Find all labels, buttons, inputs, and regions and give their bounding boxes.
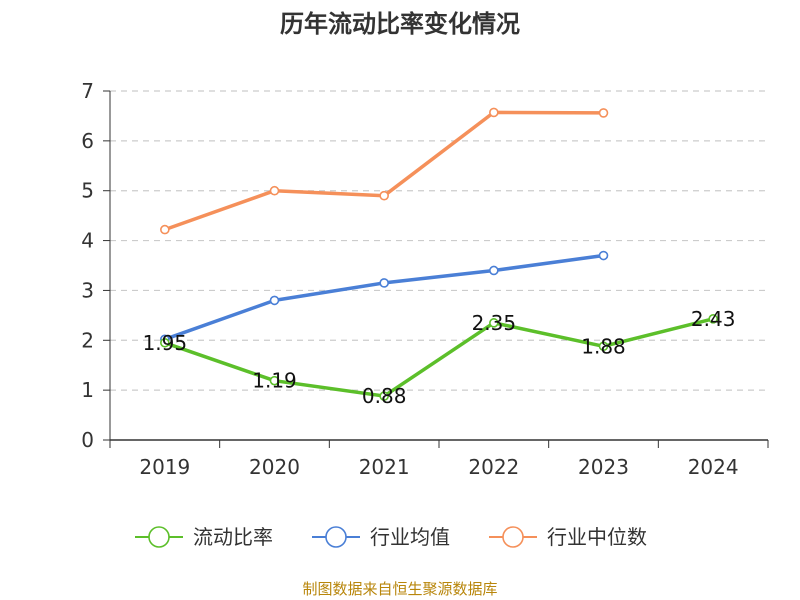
data-label: 1.95: [143, 331, 188, 355]
legend-marker: [502, 526, 524, 548]
legend-label: 行业均值: [370, 525, 450, 549]
legend-label: 流动比率: [193, 525, 273, 549]
data-label: 2.43: [691, 307, 736, 331]
data-point: [379, 278, 389, 288]
data-point: [269, 185, 280, 196]
data-point: [489, 265, 499, 276]
y-tick-label: 3: [81, 278, 94, 302]
x-tick-label: 2024: [688, 455, 739, 479]
series-line: [163, 253, 606, 342]
legend-item: 行业均值: [312, 525, 450, 549]
data-point: [489, 318, 499, 328]
y-tick-label: 0: [81, 428, 94, 452]
data-label: 0.88: [362, 384, 407, 408]
data-point: [269, 375, 280, 386]
data-label: 1.19: [252, 369, 297, 393]
data-point: [598, 341, 609, 352]
data-point: [708, 314, 718, 324]
x-tick-label: 2022: [468, 455, 519, 479]
legend-item: 行业中位数: [489, 525, 647, 549]
data-label: 2.35: [472, 311, 517, 335]
x-tick-label: 2019: [139, 455, 190, 479]
data-point: [379, 391, 389, 401]
data-point: [379, 190, 389, 201]
legend-label: 行业中位数: [547, 525, 647, 549]
legend: 流动比率 行业均值 行业中位数: [135, 525, 647, 549]
data-labels: 1.95 1.19 0.88 2.35 1.88 2.43: [143, 307, 736, 408]
x-tick-label: 2023: [578, 455, 629, 479]
chart-title: 历年流动比率变化情况: [280, 10, 520, 38]
data-point: [269, 295, 280, 306]
y-tick-label: 6: [81, 129, 94, 153]
y-tick-label: 7: [81, 79, 94, 103]
y-tick-label: 4: [81, 229, 94, 253]
series-line: [163, 317, 715, 398]
x-tick-label: 2021: [359, 455, 410, 479]
y-tick-label: 1: [81, 378, 94, 402]
data-label: 1.88: [581, 334, 626, 358]
data-point: [489, 107, 499, 118]
data-point: [160, 224, 170, 235]
series-lines: [160, 107, 718, 401]
data-point: [160, 337, 170, 348]
x-tick-label: 2020: [249, 455, 300, 479]
data-point: [598, 250, 609, 261]
y-tick-label: 5: [81, 179, 94, 203]
series-line: [163, 110, 606, 232]
legend-item: 流动比率: [135, 525, 273, 549]
axes: 0 1 2 3 4 5 6 7 2019 2020 2021 2022 2023 2024: [81, 79, 769, 479]
data-point: [598, 108, 609, 118]
grid-lines: [110, 90, 768, 391]
legend-marker: [325, 526, 347, 548]
legend-marker: [148, 526, 170, 548]
source-note: 制图数据来自恒生聚源数据库: [302, 580, 497, 598]
y-tick-label: 2: [81, 328, 94, 352]
